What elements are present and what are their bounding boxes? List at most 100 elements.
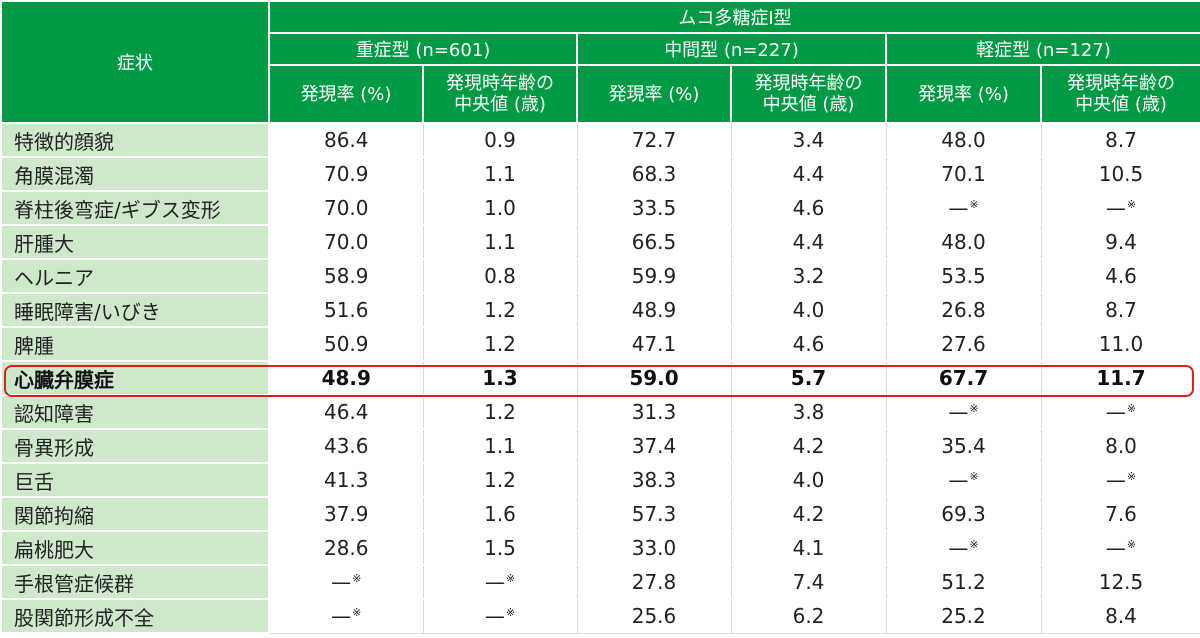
cell-value: 27.8 bbox=[631, 570, 677, 594]
rate-cell: 70.0 bbox=[268, 190, 424, 226]
table-row: 心臓弁膜症 48.9 1.3 59.0 5.7 67.7 11.7 bbox=[0, 360, 1200, 396]
median-age-cell: 4.6 bbox=[1040, 258, 1200, 294]
cell-value: 86.4 bbox=[323, 128, 369, 152]
median-age-cell: 8.0 bbox=[1040, 428, 1200, 464]
cell-value: 7.4 bbox=[792, 570, 825, 594]
rate-cell: 69.3 bbox=[885, 496, 1042, 532]
cell-value: 48.0 bbox=[941, 128, 986, 152]
cell-value: 58.9 bbox=[323, 264, 369, 288]
rate-cell: 68.3 bbox=[576, 156, 732, 192]
median-age-cell: 4.4 bbox=[730, 156, 887, 192]
median-age-cell: 8.4 bbox=[1040, 598, 1200, 634]
rate-cell: 48.9 bbox=[268, 360, 424, 396]
cell-value: 48.9 bbox=[631, 298, 677, 322]
median-age-cell: —※ bbox=[1040, 530, 1200, 566]
cell-value: 53.5 bbox=[941, 264, 986, 288]
median-age-cell: 1.1 bbox=[422, 224, 578, 260]
footnote-mark: ※ bbox=[1126, 198, 1137, 211]
median-age-cell: —※ bbox=[422, 598, 578, 634]
rate-cell: —※ bbox=[885, 530, 1042, 566]
median-age-cell: 1.2 bbox=[422, 326, 578, 362]
cell-value: 70.0 bbox=[323, 230, 369, 254]
rate-cell: 38.3 bbox=[576, 462, 732, 498]
footnote-mark: ※ bbox=[969, 470, 979, 483]
symptom-name: 睡眠障害/いびき bbox=[0, 292, 270, 328]
median-age-cell: 4.0 bbox=[730, 292, 887, 328]
rate-cell: —※ bbox=[885, 190, 1042, 226]
cell-value: 25.6 bbox=[631, 604, 677, 629]
cell-value: 4.6 bbox=[792, 196, 825, 220]
cell-value: 70.1 bbox=[941, 162, 986, 186]
cell-value: 70.9 bbox=[323, 162, 369, 186]
median-age-cell: 4.6 bbox=[730, 190, 887, 226]
cell-value: 27.6 bbox=[941, 332, 986, 356]
median-age-cell: —※ bbox=[1040, 462, 1200, 498]
table-row: 肝腫大 70.0 1.1 66.5 4.4 48.0 9.4 bbox=[0, 224, 1200, 260]
table-row: ヘルニア 58.9 0.8 59.9 3.2 53.5 4.6 bbox=[0, 258, 1200, 294]
cell-value: 0.8 bbox=[484, 264, 516, 288]
cell-value: 59.9 bbox=[631, 264, 677, 288]
cell-value: 10.5 bbox=[1098, 162, 1144, 186]
symptom-name: ヘルニア bbox=[0, 258, 270, 294]
subheader-median-age-line1: 発現時年齢の bbox=[446, 73, 554, 94]
table-row: 認知障害 46.4 1.2 31.3 3.8 —※ —※ bbox=[0, 394, 1200, 430]
rate-cell: —※ bbox=[885, 462, 1042, 498]
cell-value: 1.3 bbox=[482, 366, 518, 390]
rate-cell: 37.4 bbox=[576, 428, 732, 464]
cell-value: 4.2 bbox=[792, 434, 825, 458]
median-age-cell: 3.4 bbox=[730, 122, 887, 158]
symptom-name: 手根管症候群 bbox=[0, 564, 270, 600]
cell-value: 4.4 bbox=[792, 230, 825, 254]
footnote-mark: ※ bbox=[505, 572, 516, 585]
cell-value: 26.8 bbox=[941, 298, 986, 322]
cell-value: 4.0 bbox=[792, 468, 825, 492]
table-row: 脾腫 50.9 1.2 47.1 4.6 27.6 11.0 bbox=[0, 326, 1200, 362]
table-row: 脊柱後弯症/ギブス変形 70.0 1.0 33.5 4.6 —※ —※ bbox=[0, 190, 1200, 226]
rate-cell: 48.0 bbox=[885, 224, 1042, 260]
symptom-name: 肝腫大 bbox=[0, 224, 270, 260]
cell-value: 3.4 bbox=[792, 128, 825, 152]
rate-cell: 27.6 bbox=[885, 326, 1042, 362]
cell-value: 68.3 bbox=[631, 162, 677, 186]
table-row: 骨異形成 43.6 1.1 37.4 4.2 35.4 8.0 bbox=[0, 428, 1200, 464]
median-age-cell: 4.4 bbox=[730, 224, 887, 260]
median-age-cell: 10.5 bbox=[1040, 156, 1200, 192]
cell-value: 25.2 bbox=[941, 604, 986, 629]
cell-value: 70.0 bbox=[323, 196, 369, 220]
cell-value: — bbox=[948, 196, 969, 220]
group-title: ムコ多糖症Ⅰ型 bbox=[268, 0, 1200, 34]
median-age-cell: 0.9 bbox=[422, 122, 578, 158]
cell-value: 4.2 bbox=[792, 502, 825, 526]
cell-value: 38.3 bbox=[631, 468, 677, 492]
cell-value: — bbox=[948, 468, 969, 492]
symptom-name: 関節拘縮 bbox=[0, 496, 270, 532]
subheader-median-age-line1: 発現時年齢の bbox=[754, 73, 863, 94]
rate-cell: 43.6 bbox=[268, 428, 424, 464]
rate-cell: 28.6 bbox=[268, 530, 424, 566]
subheader-rate: 発現率 (%) bbox=[576, 64, 732, 124]
median-age-cell: 1.2 bbox=[422, 292, 578, 328]
rate-cell: 27.8 bbox=[576, 564, 732, 600]
cell-value: 51.2 bbox=[941, 570, 986, 594]
cell-value: — bbox=[948, 400, 969, 424]
median-age-cell: 8.7 bbox=[1040, 122, 1200, 158]
cell-value: 47.1 bbox=[631, 332, 677, 356]
cell-value: 0.9 bbox=[484, 128, 516, 152]
cell-value: 1.2 bbox=[484, 400, 516, 424]
median-age-cell: 5.7 bbox=[730, 360, 887, 396]
cell-value: — bbox=[1105, 536, 1126, 560]
rate-cell: —※ bbox=[268, 598, 424, 634]
cell-value: 28.6 bbox=[323, 536, 369, 560]
cell-value: 1.6 bbox=[484, 502, 516, 526]
median-age-cell: 1.6 bbox=[422, 496, 578, 532]
rate-cell: 33.0 bbox=[576, 530, 732, 566]
cell-value: 1.2 bbox=[484, 468, 516, 492]
rate-cell: 70.1 bbox=[885, 156, 1042, 192]
median-age-cell: 8.7 bbox=[1040, 292, 1200, 328]
cell-value: 67.7 bbox=[938, 366, 989, 390]
footnote-mark: ※ bbox=[1126, 402, 1137, 415]
cell-value: 33.5 bbox=[631, 196, 677, 220]
subheader-median-age: 発現時年齢の 中央値 (歳) bbox=[1040, 64, 1200, 124]
cell-value: 4.4 bbox=[792, 162, 825, 186]
